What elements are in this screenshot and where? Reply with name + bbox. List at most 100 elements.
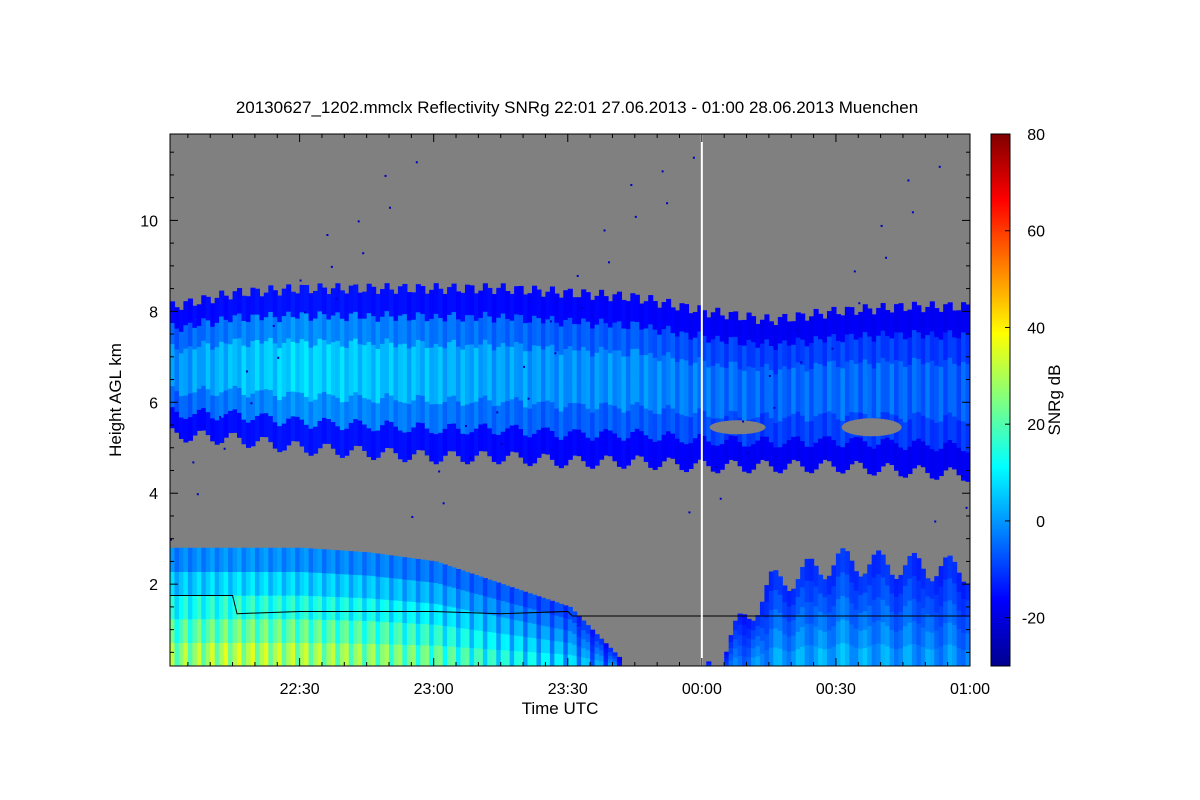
- data-cell: [348, 597, 354, 621]
- data-cell: [759, 366, 766, 391]
- data-cell: [594, 324, 600, 353]
- data-cell: [746, 392, 752, 420]
- data-cell: [947, 643, 953, 666]
- data-cell: [759, 601, 766, 616]
- data-cell: [581, 432, 587, 462]
- data-cell: [576, 635, 582, 647]
- data-cell: [751, 392, 757, 419]
- data-cell: [688, 339, 694, 366]
- data-cell: [259, 642, 265, 666]
- data-cell: [433, 603, 439, 625]
- data-cell: [818, 592, 824, 612]
- data-cell: [460, 377, 466, 406]
- data-cell: [304, 595, 310, 620]
- data-cell: [585, 657, 591, 666]
- data-cell: [411, 558, 417, 581]
- data-cell: [898, 360, 904, 391]
- data-cell: [348, 395, 354, 423]
- data-cell: [523, 378, 529, 408]
- data-cell: [943, 622, 949, 645]
- data-cell: [849, 644, 855, 666]
- data-cell: [902, 565, 909, 586]
- data-cell: [934, 393, 940, 423]
- data-cell: [862, 592, 868, 612]
- data-cell: [567, 642, 573, 655]
- data-cell: [867, 335, 873, 365]
- data-cell: [639, 328, 645, 355]
- data-cell: [835, 598, 841, 622]
- data-cell: [281, 288, 287, 317]
- data-cell: [822, 388, 828, 413]
- data-cell: [411, 426, 417, 455]
- data-cell: [643, 301, 649, 329]
- data-cell: [675, 438, 681, 465]
- data-cell: [800, 606, 806, 627]
- data-cell: [272, 290, 278, 318]
- data-cell: [844, 388, 850, 416]
- data-cell: [809, 558, 815, 581]
- data-cell: [174, 618, 180, 643]
- data-cell: [295, 547, 301, 573]
- data-cell: [254, 314, 260, 340]
- data-cell: [567, 345, 573, 375]
- data-cell: [554, 602, 560, 616]
- data-cell: [956, 447, 962, 476]
- data-cell: [728, 336, 734, 362]
- data-cell: [348, 340, 354, 369]
- data-cell: [751, 620, 757, 631]
- data-cell: [572, 633, 578, 645]
- data-cell: [424, 401, 430, 429]
- data-cell: [201, 295, 207, 319]
- data-cell: [804, 558, 810, 581]
- data-cell: [822, 342, 828, 367]
- data-cell: [742, 634, 748, 646]
- data-cell: [321, 572, 328, 597]
- data-cell: [724, 651, 730, 656]
- data-cell: [201, 407, 207, 431]
- data-cell: [241, 571, 247, 596]
- data-cell: [491, 433, 497, 462]
- data-cell: [648, 381, 654, 411]
- data-cell: [858, 612, 864, 631]
- data-cell: [666, 351, 672, 379]
- data-cell: [433, 624, 439, 646]
- colorbar-tick-label: 60: [1027, 224, 1045, 241]
- data-cell: [192, 595, 198, 620]
- data-cell: [648, 295, 654, 325]
- data-cell: [415, 580, 421, 603]
- data-cell: [178, 595, 185, 620]
- data-cell: [178, 416, 185, 439]
- data-cell: [768, 417, 774, 443]
- data-cell: [304, 424, 310, 453]
- data-cell: [782, 365, 788, 393]
- data-cell: [201, 317, 207, 341]
- data-cell: [742, 655, 748, 666]
- data-cell: [214, 547, 220, 573]
- data-cell: [612, 322, 618, 351]
- data-cell: [187, 416, 193, 441]
- data-cell: [362, 371, 368, 399]
- data-cell: [728, 434, 734, 460]
- data-cell: [934, 365, 940, 395]
- data-cell: [402, 557, 408, 580]
- data-cell: [764, 314, 770, 340]
- data-cell: [652, 301, 658, 330]
- data-cell: [840, 394, 846, 421]
- data-cell: [549, 626, 555, 641]
- data-cell: [809, 580, 815, 603]
- data-cell: [420, 623, 426, 646]
- data-cell: [540, 427, 547, 454]
- data-cell: [299, 618, 305, 643]
- data-cell: [219, 315, 225, 342]
- data-cell: [362, 552, 368, 576]
- data-cell: [442, 347, 448, 376]
- data-cell: [925, 334, 931, 363]
- data-cell: [540, 322, 547, 350]
- lower-precipitation-layer: [170, 547, 970, 666]
- data-cell: [777, 576, 783, 595]
- data-cell: [719, 443, 725, 470]
- data-cell: [473, 428, 479, 456]
- data-cell: [388, 315, 395, 343]
- data-cell: [304, 642, 310, 666]
- data-cell: [357, 343, 363, 370]
